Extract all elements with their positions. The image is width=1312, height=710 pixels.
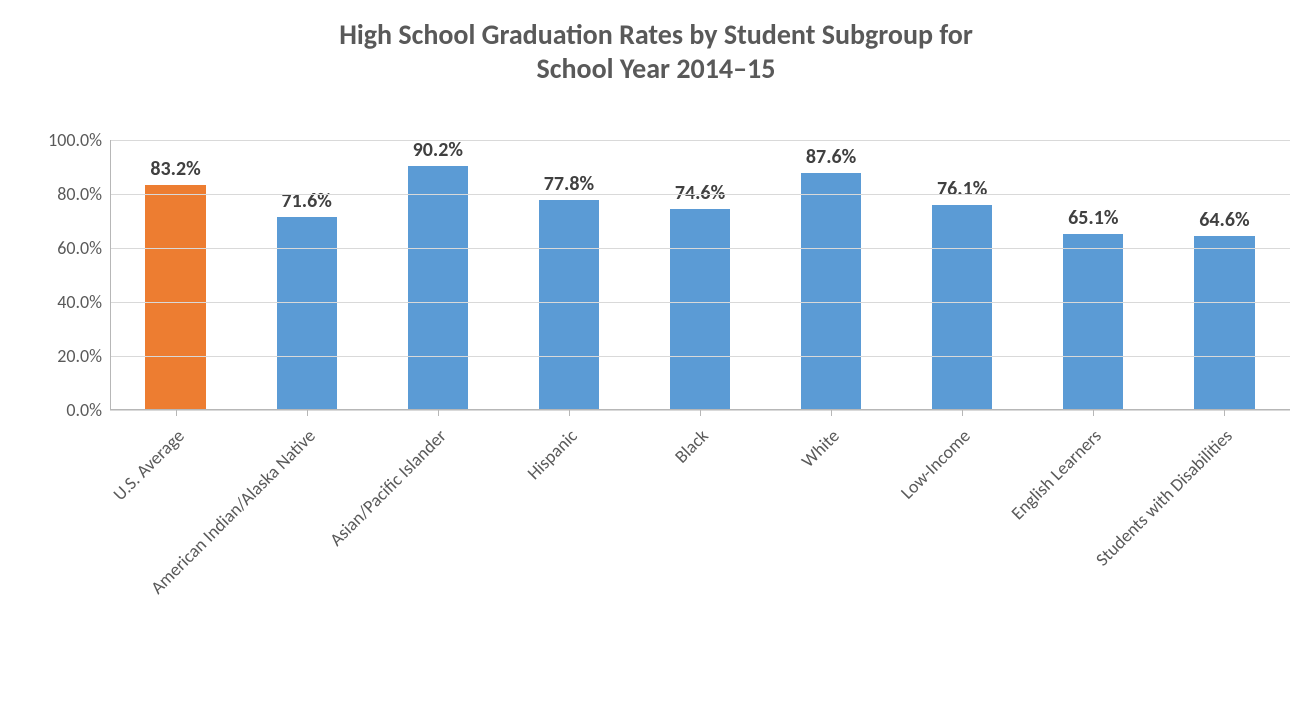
gridline	[110, 194, 1290, 195]
x-tick	[1093, 410, 1094, 416]
gridline	[110, 248, 1290, 249]
bar: 77.8%	[539, 200, 599, 410]
x-tick	[438, 410, 439, 416]
x-tick-label: Black	[488, 422, 716, 650]
bar-value-label: 71.6%	[246, 189, 367, 213]
bar-slot: 87.6%	[766, 140, 897, 410]
bar-slot: 71.6%	[241, 140, 372, 410]
x-tick	[176, 410, 177, 416]
bar: 71.6%	[277, 217, 337, 410]
x-tick-label: Students with Disabilities	[1012, 422, 1240, 650]
bar-slot: 90.2%	[372, 140, 503, 410]
x-tick	[962, 410, 963, 416]
bar: 87.6%	[801, 173, 861, 410]
bar: 83.2%	[145, 185, 205, 410]
y-tick-label: 60.0%	[57, 237, 110, 259]
bar-value-label: 90.2%	[377, 138, 498, 162]
y-tick-label: 40.0%	[57, 291, 110, 313]
x-tick-label: Hispanic	[357, 422, 585, 650]
plot-area: 83.2% 71.6% 90.2% 77.8% 74.6% 87.6% 76.1% 65.1%…	[110, 140, 1290, 410]
x-tick	[569, 410, 570, 416]
y-tick-label: 100.0%	[48, 129, 110, 151]
bar: 76.1%	[932, 205, 992, 410]
bar: 90.2%	[408, 166, 468, 410]
bar-slot: 64.6%	[1159, 140, 1290, 410]
bar-value-label: 77.8%	[509, 172, 630, 196]
y-tick-label: 80.0%	[57, 183, 110, 205]
bar-value-label: 76.1%	[902, 177, 1023, 201]
bar: 74.6%	[670, 209, 730, 410]
x-tick	[831, 410, 832, 416]
gridline	[110, 140, 1290, 141]
x-tick-label: Low-Income	[750, 422, 978, 650]
x-tick	[700, 410, 701, 416]
graduation-rate-chart: High School Graduation Rates by Student …	[0, 0, 1312, 710]
x-tick-label: U.S. Average	[0, 422, 191, 650]
bar-value-label: 87.6%	[771, 145, 892, 169]
bar-slot: 65.1%	[1028, 140, 1159, 410]
chart-title-line1: High School Graduation Rates by Student …	[0, 18, 1312, 52]
gridline	[110, 356, 1290, 357]
y-tick-label: 0.0%	[66, 399, 110, 421]
x-tick-label: White	[619, 422, 847, 650]
x-tick	[1224, 410, 1225, 416]
bar-slot: 74.6%	[634, 140, 765, 410]
bar-value-label: 65.1%	[1033, 206, 1154, 230]
bar-slot: 77.8%	[503, 140, 634, 410]
bar: 64.6%	[1194, 236, 1254, 410]
bars-layer: 83.2% 71.6% 90.2% 77.8% 74.6% 87.6% 76.1% 65.1%…	[110, 140, 1290, 410]
bar-slot: 83.2%	[110, 140, 241, 410]
bar: 65.1%	[1063, 234, 1123, 410]
chart-title: High School Graduation Rates by Student …	[0, 0, 1312, 85]
y-tick-label: 20.0%	[57, 345, 110, 367]
x-tick-label: American Indian/Alaska Native	[95, 422, 323, 650]
bar-value-label: 64.6%	[1164, 208, 1285, 232]
bar-slot: 76.1%	[897, 140, 1028, 410]
gridline	[110, 302, 1290, 303]
bar-value-label: 83.2%	[115, 157, 236, 181]
x-tick	[307, 410, 308, 416]
chart-title-line2: School Year 2014–15	[0, 52, 1312, 86]
x-tick-label: Asian/Pacific Islander	[226, 422, 454, 650]
bar-value-label: 74.6%	[640, 181, 761, 205]
x-tick-label: English Learners	[881, 422, 1109, 650]
y-axis-line	[110, 140, 111, 410]
